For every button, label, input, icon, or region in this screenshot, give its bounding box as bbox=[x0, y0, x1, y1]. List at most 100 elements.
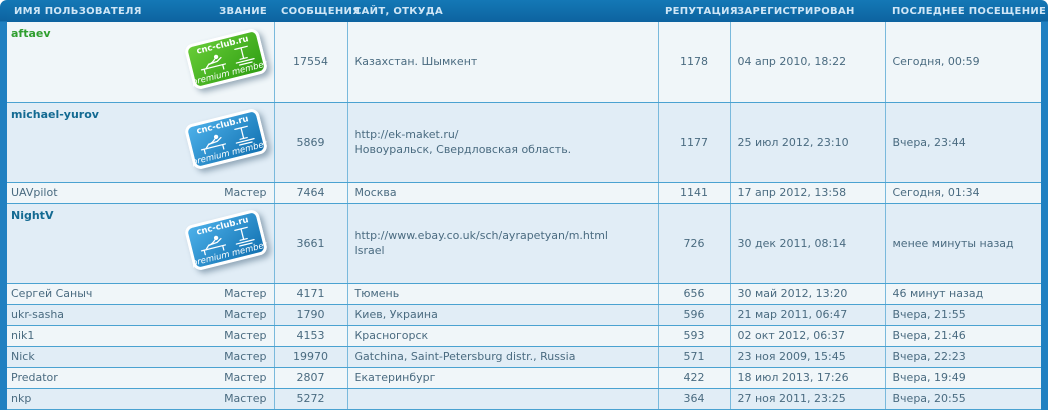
header-username[interactable]: ИМЯ ПОЛЬЗОВАТЕЛЯ bbox=[14, 5, 142, 17]
header-site[interactable]: САЙТ, ОТКУДА bbox=[354, 5, 444, 17]
premium-member-badge: cnc-club.ru premium member bbox=[183, 208, 268, 272]
posts-cell: 4171 bbox=[274, 283, 348, 305]
member-row: nik1 Мастер 4153 Красногорск 593 02 окт … bbox=[7, 325, 1041, 347]
reputation-value: 656 bbox=[683, 287, 705, 300]
username-link[interactable]: UAVpilot bbox=[11, 186, 58, 199]
table-header-row: ИМЯ ПОЛЬЗОВАТЕЛЯ ЗВАНИЕ СООБЩЕНИЯ САЙТ, … bbox=[7, 0, 1046, 22]
header-posts[interactable]: СООБЩЕНИЯ bbox=[281, 5, 361, 17]
registered-date: 25 июл 2012, 23:10 bbox=[737, 135, 849, 149]
site-link[interactable]: http://ek-maket.ru/ bbox=[354, 128, 459, 141]
reputation-cell: 596 bbox=[658, 304, 731, 326]
posts-count[interactable]: 17554 bbox=[293, 55, 328, 69]
location-text: Israel bbox=[354, 244, 385, 257]
registered-cell: 30 дек 2011, 08:14 bbox=[730, 203, 886, 284]
rank-label: Мастер bbox=[224, 350, 267, 363]
member-row: UAVpilot Мастер 7464 Москва 1141 17 апр … bbox=[7, 182, 1041, 204]
last-visit-cell: менее минуты назад bbox=[885, 203, 1041, 284]
reputation-value: 726 bbox=[683, 236, 705, 250]
registered-cell: 02 окт 2012, 06:37 bbox=[730, 325, 886, 347]
posts-count[interactable]: 4171 bbox=[296, 287, 325, 300]
header-reputation[interactable]: РЕПУТАЦИЯ bbox=[665, 5, 738, 17]
posts-count[interactable]: 2807 bbox=[296, 371, 325, 384]
site-link[interactable]: http://www.ebay.co.uk/sch/ayrapetyan/m.h… bbox=[354, 229, 608, 242]
registered-cell: 18 июл 2013, 17:26 bbox=[730, 367, 886, 389]
registered-cell: 21 мар 2011, 06:47 bbox=[730, 304, 886, 326]
site-cell: http://ek-maket.ru/ Новоуральск, Свердло… bbox=[347, 102, 659, 183]
premium-member-badge: cnc-club.ru premium member bbox=[183, 107, 268, 171]
location-text: Казахстан. Шымкент bbox=[354, 55, 478, 69]
username-link[interactable]: nik1 bbox=[11, 329, 35, 342]
rank-label: Мастер bbox=[224, 392, 267, 405]
posts-cell: 5869 bbox=[274, 102, 348, 183]
username-link[interactable]: Nick bbox=[11, 350, 35, 363]
member-row: Predator Мастер 2807 Екатеринбург 422 18… bbox=[7, 367, 1041, 389]
posts-count[interactable]: 5869 bbox=[296, 135, 325, 149]
username-link[interactable]: ukr-sasha bbox=[11, 308, 65, 321]
location-text: Киев, Украина bbox=[354, 308, 438, 321]
premium-badge-art bbox=[200, 45, 255, 75]
location-text: Новоуральск, Свердловская область. bbox=[354, 143, 572, 156]
premium-badge-art bbox=[200, 125, 255, 155]
username-cell: Nick Мастер bbox=[7, 346, 275, 368]
last-visit: Вчера, 21:55 bbox=[892, 308, 966, 321]
username-cell: UAVpilot Мастер bbox=[7, 182, 275, 204]
registered-cell: 25 июл 2012, 23:10 bbox=[730, 102, 886, 183]
header-registered[interactable]: ЗАРЕГИСТРИРОВАН bbox=[737, 5, 855, 17]
member-row: aftaev cnc-club.ru premium member 17554 bbox=[7, 22, 1041, 103]
registered-cell: 23 ноя 2009, 15:45 bbox=[730, 346, 886, 368]
reputation-cell: 1178 bbox=[658, 22, 731, 103]
posts-count[interactable]: 5272 bbox=[296, 392, 325, 405]
posts-count[interactable]: 1790 bbox=[296, 308, 325, 321]
last-visit-cell: Сегодня, 00:59 bbox=[885, 22, 1041, 103]
rank-label: Мастер bbox=[224, 371, 267, 384]
reputation-value: 1141 bbox=[680, 186, 708, 199]
posts-cell: 2807 bbox=[274, 367, 348, 389]
registered-cell: 04 апр 2010, 18:22 bbox=[730, 22, 886, 103]
registered-date: 30 май 2012, 13:20 bbox=[737, 287, 848, 300]
premium-badge-art bbox=[200, 226, 255, 256]
last-visit: менее минуты назад bbox=[892, 236, 1014, 250]
posts-count[interactable]: 4153 bbox=[296, 329, 325, 342]
last-visit: 46 минут назад bbox=[892, 287, 984, 300]
last-visit-cell: Вчера, 22:23 bbox=[885, 346, 1041, 368]
username-link[interactable]: nkp bbox=[11, 392, 32, 405]
username-link[interactable]: Predator bbox=[11, 371, 58, 384]
last-visit-cell: Вчера, 21:46 bbox=[885, 325, 1041, 347]
username-link[interactable]: michael-yurov bbox=[11, 107, 99, 121]
reputation-cell: 593 bbox=[658, 325, 731, 347]
rank-label: Мастер bbox=[224, 186, 267, 199]
site-cell bbox=[347, 388, 659, 410]
posts-count[interactable]: 7464 bbox=[296, 186, 325, 199]
site-cell: Тюмень bbox=[347, 283, 659, 305]
username-link[interactable]: aftaev bbox=[11, 27, 51, 40]
reputation-cell: 422 bbox=[658, 367, 731, 389]
posts-cell: 19970 bbox=[274, 346, 348, 368]
location-text: Тюмень bbox=[354, 287, 400, 300]
header-rank[interactable]: ЗВАНИЕ bbox=[219, 5, 267, 17]
username-link[interactable]: NightV bbox=[11, 208, 54, 222]
registered-cell: 27 ноя 2011, 23:25 bbox=[730, 388, 886, 410]
header-last-visit[interactable]: ПОСЛЕДНЕЕ ПОСЕЩЕНИЕ bbox=[892, 5, 1047, 17]
header-cell-site: САЙТ, ОТКУДА bbox=[347, 0, 658, 22]
site-cell: Екатеринбург bbox=[347, 367, 659, 389]
premium-member-badge: cnc-club.ru premium member bbox=[183, 27, 268, 91]
last-visit-cell: Сегодня, 01:34 bbox=[885, 182, 1041, 204]
reputation-value: 1177 bbox=[680, 135, 708, 149]
reputation-value: 593 bbox=[683, 329, 705, 342]
last-visit: Вчера, 20:55 bbox=[892, 392, 966, 405]
registered-date: 27 ноя 2011, 23:25 bbox=[737, 392, 846, 405]
last-visit-cell: Вчера, 20:55 bbox=[885, 388, 1041, 410]
registered-cell: 30 май 2012, 13:20 bbox=[730, 283, 886, 305]
username-link[interactable]: Сергей Саныч bbox=[11, 287, 93, 300]
last-visit: Вчера, 23:44 bbox=[892, 135, 966, 149]
reputation-cell: 656 bbox=[658, 283, 731, 305]
registered-date: 18 июл 2013, 17:26 bbox=[737, 371, 849, 384]
posts-count[interactable]: 19970 bbox=[293, 350, 328, 363]
posts-count[interactable]: 3661 bbox=[296, 236, 325, 250]
last-visit: Вчера, 22:23 bbox=[892, 350, 966, 363]
username-cell: NightV cnc-club.ru premium member bbox=[7, 203, 275, 284]
rank-label: Мастер bbox=[224, 287, 267, 300]
username-cell: aftaev cnc-club.ru premium member bbox=[7, 22, 275, 103]
member-row: ukr-sasha Мастер 1790 Киев, Украина 596 … bbox=[7, 304, 1041, 326]
